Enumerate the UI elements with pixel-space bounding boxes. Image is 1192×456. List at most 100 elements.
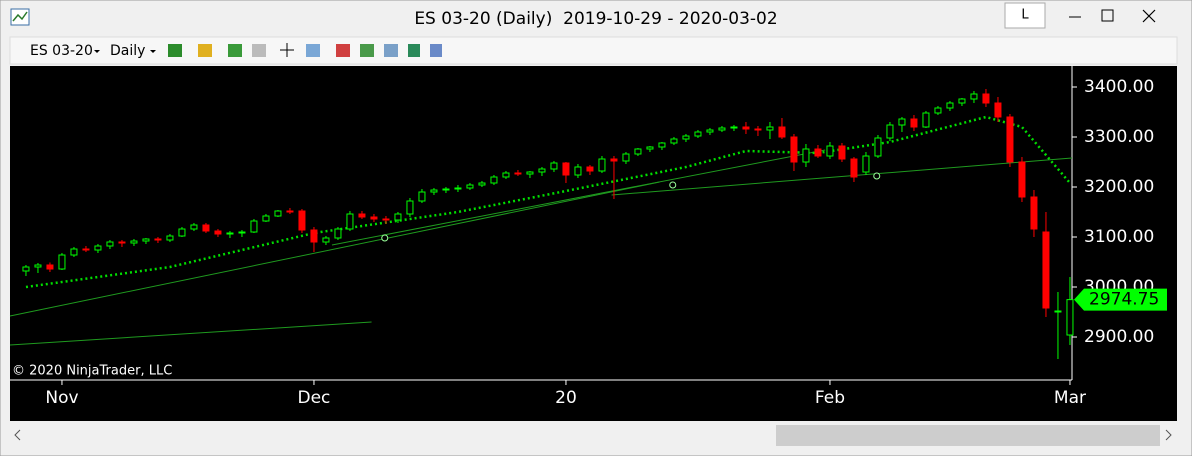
plot: 2900.003000.003100.003200.003300.003400.…: [9, 77, 1167, 408]
candle-body: [970, 93, 978, 100]
draw-tool-icon[interactable]: [198, 44, 212, 57]
signal-marker: [873, 172, 881, 180]
trend-line: [9, 181, 660, 317]
candle-body: [82, 248, 90, 251]
candle-body: [850, 158, 858, 178]
candle-body: [778, 126, 786, 138]
candle-body: [802, 148, 810, 163]
candle-body: [430, 189, 438, 193]
y-tick-label: 3400.00: [1084, 77, 1154, 97]
signal-marker: [381, 234, 389, 242]
zoom-icon[interactable]: [306, 44, 320, 57]
candle-body: [34, 264, 42, 268]
maximize-button[interactable]: [1101, 9, 1114, 22]
y-tick-label: 3100.00: [1084, 227, 1154, 247]
interval-dropdown[interactable]: [150, 50, 156, 53]
candle-body: [754, 128, 762, 131]
candle-body: [994, 102, 1002, 118]
last-price-label: 2974.75: [1089, 290, 1159, 310]
trend-line: [331, 149, 826, 246]
candle-body: [94, 245, 102, 251]
candle-body: [370, 216, 378, 220]
y-tick-label: 3200.00: [1084, 177, 1154, 197]
candle-body: [1006, 116, 1014, 163]
close-button[interactable]: [1142, 9, 1156, 23]
scrollbar-thumb[interactable]: [776, 425, 1160, 446]
x-tick-label: Mar: [1054, 388, 1086, 408]
candle-body: [814, 148, 822, 157]
candle-body: [190, 224, 198, 230]
candle-body: [478, 182, 486, 186]
y-tick-label: 3300.00: [1084, 127, 1154, 147]
candle-body: [874, 137, 882, 157]
candle-body: [22, 266, 30, 272]
candle-body: [694, 131, 702, 137]
candle-body: [46, 264, 54, 270]
candle-body: [130, 240, 138, 244]
candle-body: [250, 220, 258, 233]
candle-body: [334, 228, 342, 239]
candle-body: [586, 166, 594, 172]
candle-body: [958, 98, 966, 104]
candle-body: [298, 210, 306, 231]
scroll-left[interactable]: [14, 429, 21, 441]
candle-body: [1066, 299, 1074, 336]
candle-body: [742, 126, 750, 130]
templates-icon[interactable]: [384, 44, 398, 57]
bar-style-icon[interactable]: [168, 44, 182, 57]
candle-body: [910, 118, 918, 128]
candle-body: [526, 171, 534, 175]
candle-body: [382, 218, 390, 221]
data-box-icon[interactable]: [360, 44, 374, 57]
candle-body: [502, 172, 510, 178]
last-price-tag: [1074, 288, 1167, 311]
candle-body: [826, 145, 834, 157]
candle-body: [1054, 310, 1062, 313]
candle-body: [1030, 196, 1038, 230]
candle-body: [670, 138, 678, 144]
candle-body: [142, 238, 150, 242]
x-tick-label: Nov: [45, 388, 78, 408]
candle-body: [454, 187, 462, 190]
candle-body: [322, 237, 330, 243]
candle-body: [166, 235, 174, 241]
app-icon-graph: [12, 11, 28, 22]
candle-body: [406, 200, 414, 215]
chart-panel: [10, 66, 1177, 421]
indicator-icon[interactable]: [228, 44, 242, 57]
candle-body: [658, 142, 666, 148]
candle-body: [898, 118, 906, 126]
candle-body: [730, 126, 738, 129]
candle-body: [466, 184, 474, 189]
candle-body: [982, 93, 990, 104]
candle-body: [106, 241, 114, 247]
candle-body: [178, 228, 186, 237]
interval-selector[interactable]: Daily: [110, 43, 145, 59]
trend-line: [9, 321, 372, 346]
candle-body: [70, 248, 78, 256]
share-icon[interactable]: [430, 44, 442, 57]
crosshair-icon[interactable]: [280, 43, 294, 57]
candle-body: [550, 162, 558, 170]
strategy-icon[interactable]: [252, 44, 266, 57]
scroll-right[interactable]: [1165, 429, 1172, 441]
instrument-dropdown[interactable]: [94, 50, 100, 53]
instrument-selector[interactable]: ES 03-20: [30, 43, 93, 59]
account-button[interactable]: [1004, 2, 1046, 29]
copyright: © 2020 NinjaTrader, LLC: [12, 364, 172, 379]
candle-body: [838, 145, 846, 160]
candle-body: [118, 241, 126, 244]
candle-body: [154, 238, 162, 241]
properties-icon[interactable]: [336, 44, 350, 57]
candle-body: [706, 129, 714, 133]
order-icon[interactable]: [408, 44, 420, 57]
toolbar: [9, 36, 1178, 65]
candle-body: [310, 229, 318, 243]
y-tick-label: 2900.00: [1084, 327, 1154, 347]
candle-body: [922, 112, 930, 128]
candle-body: [886, 124, 894, 139]
candle-body: [718, 127, 726, 131]
candle-body: [238, 231, 246, 234]
candle-body: [538, 168, 546, 173]
